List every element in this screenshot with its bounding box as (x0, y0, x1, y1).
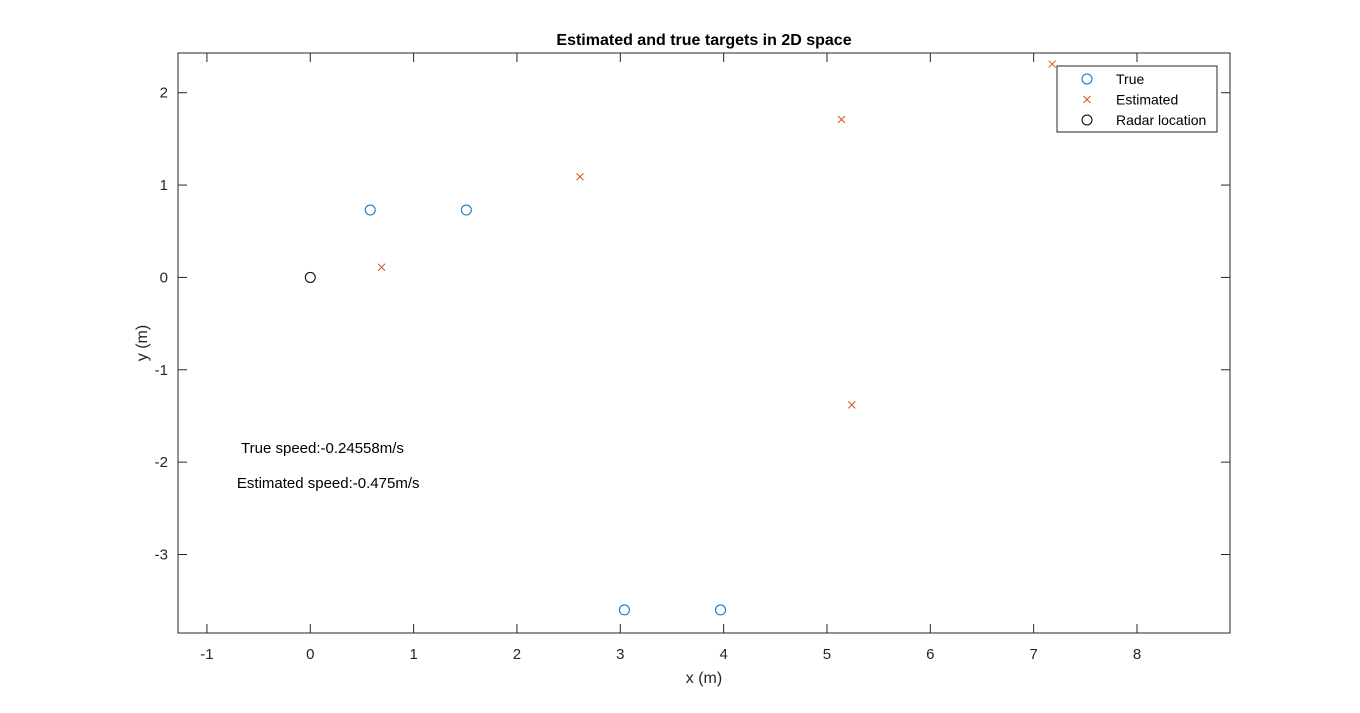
plot-area (177, 52, 1231, 634)
legend-box (1056, 65, 1218, 133)
y-tick-label: 0 (160, 269, 168, 286)
estimated-point (847, 401, 856, 409)
x-tick-label: 6 (926, 646, 934, 663)
legend-label-true: True (1116, 71, 1144, 87)
x-tick-label: 5 (823, 646, 831, 663)
legend-marker-estimated (1083, 95, 1091, 104)
data-marks (304, 60, 1057, 616)
y-tick-label: -2 (155, 454, 168, 471)
estimated-point (377, 263, 386, 272)
speed-annotation: Estimated speed:-0.475m/s (237, 475, 420, 492)
x-tick-label: 4 (719, 646, 727, 663)
legend-label-radar-location: Radar location (1116, 112, 1206, 128)
legend-label-estimated: Estimated (1116, 92, 1178, 108)
x-tick-label: 7 (1029, 646, 1037, 663)
legend: True Estimated Radar location (1056, 65, 1218, 133)
y-tick-label: 2 (160, 85, 168, 102)
estimated-point (1048, 60, 1057, 68)
radar-location-point (304, 271, 316, 283)
x-tick-label: 0 (306, 646, 314, 663)
legend-marker-radar-location (1081, 114, 1093, 126)
true-point (460, 204, 472, 216)
annotations: True speed:-0.24558m/s Estimated speed:-0… (237, 440, 420, 492)
y-tick-label: -1 (155, 362, 168, 379)
estimated-point (837, 115, 846, 124)
y-tick-label: 1 (160, 177, 168, 194)
x-tick-label: 1 (409, 646, 417, 663)
legend-marker-true (1081, 73, 1093, 85)
chart-title: Estimated and true targets in 2D space (556, 32, 851, 49)
true-point (364, 204, 376, 216)
y-axis-label: y (m) (134, 325, 151, 361)
axis-ticks: -1 0 1 2 3 4 5 6 7 8 -3 -2 -1 0 1 2 (155, 53, 1230, 663)
x-tick-label: 2 (513, 646, 521, 663)
true-point (715, 604, 727, 616)
true-point (618, 604, 630, 616)
speed-annotation: True speed:-0.24558m/s (241, 440, 404, 457)
x-tick-label: -1 (200, 646, 213, 663)
x-axis-label: x (m) (686, 670, 722, 687)
estimated-point (576, 172, 584, 181)
x-tick-label: 8 (1133, 646, 1141, 663)
x-tick-label: 3 (616, 646, 624, 663)
y-tick-label: -3 (155, 546, 168, 563)
